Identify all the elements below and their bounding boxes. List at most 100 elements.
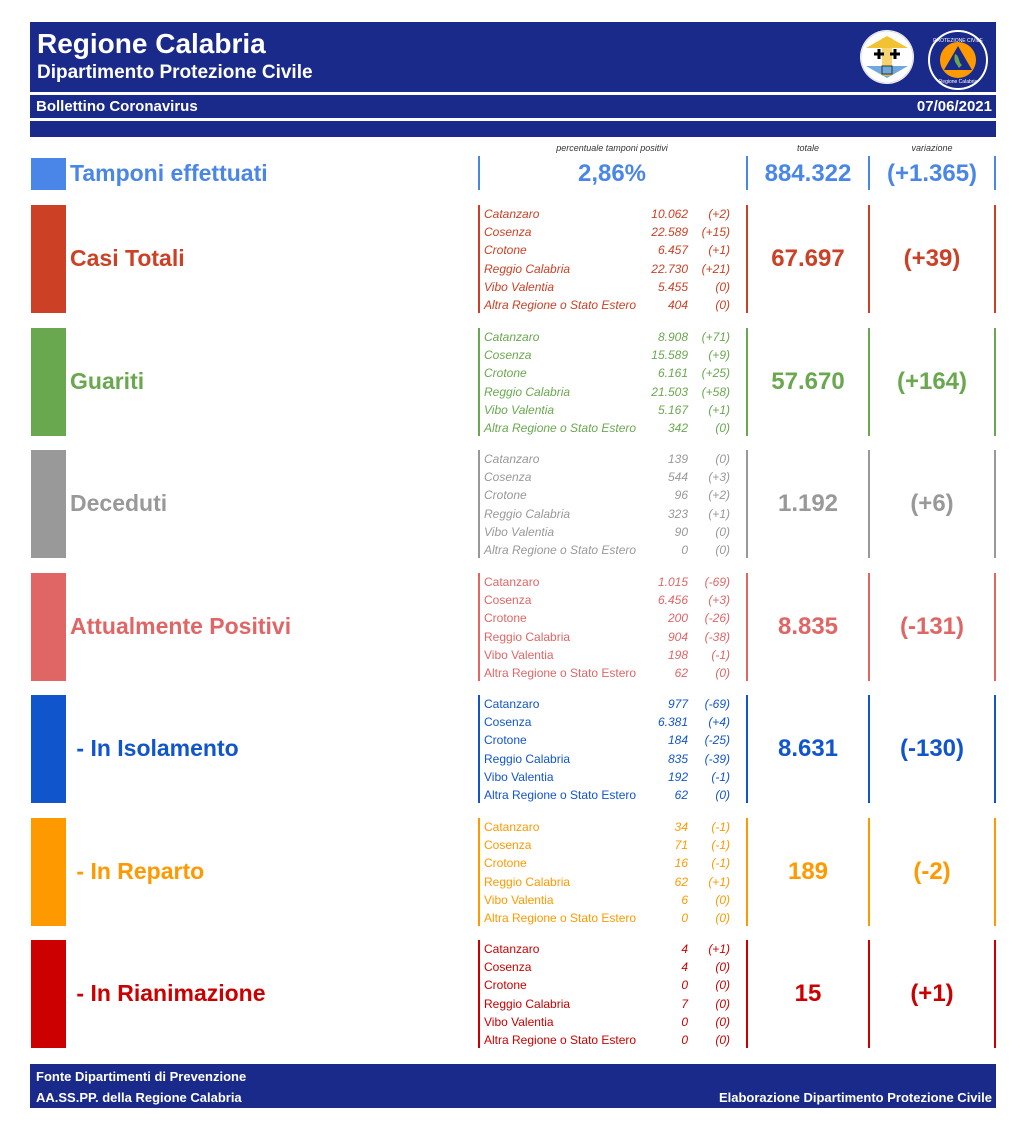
province-row: Crotone 96 (+2) (484, 486, 744, 504)
casi-totali-swatch (31, 205, 66, 313)
province-value: 71 (674, 838, 688, 853)
header-stripe (30, 121, 996, 137)
protezione-civile-logo-icon: PROTEZIONE CIVILE Regione Calabria (928, 30, 988, 90)
province-value: 0 (681, 1014, 688, 1029)
province-name: Catanzaro (484, 697, 540, 711)
footer-source-line2: AA.SS.PP. della Regione Calabria (36, 1090, 242, 1105)
calabria-coat-of-arms-icon (860, 30, 914, 84)
province-delta: (0) (715, 420, 730, 435)
province-name: Vibo Valentia (484, 279, 555, 294)
province-row: Cosenza 6.381 (+4) (484, 713, 744, 731)
province-value: 0 (681, 978, 688, 993)
province-delta: (0) (715, 996, 730, 1011)
province-row: Altra Regione o Stato Estero 62 (0) (484, 786, 744, 804)
province-name: Reggio Calabria (484, 506, 571, 521)
province-name: Altra Regione o Stato Estero (484, 665, 637, 680)
province-row: Crotone 0 (0) (484, 976, 744, 994)
province-delta: (+1) (708, 874, 730, 889)
in-isolamento-province-table: Catanzaro 977 (-69) Cosenza 6.381 (+4) Crotone… (484, 695, 744, 804)
in-isolamento-divider (746, 695, 748, 803)
casi-totali-divider (746, 205, 748, 313)
province-delta: (0) (715, 665, 730, 680)
page-title: Regione Calabria (37, 28, 266, 59)
footer-credit: Elaborazione Dipartimento Protezione Civ… (718, 1090, 992, 1105)
province-row: Crotone 184 (-25) (484, 731, 744, 749)
province-delta: (+1) (708, 506, 730, 521)
province-row: Cosenza 544 (+3) (484, 468, 744, 486)
total-column-header: totale (796, 143, 820, 153)
province-row: Reggio Calabria 904 (-38) (484, 628, 744, 646)
province-value: 16 (674, 856, 688, 871)
province-row: Catanzaro 977 (-69) (484, 695, 744, 713)
province-name: Reggio Calabria (484, 996, 571, 1011)
casi-totali-divider (478, 205, 480, 313)
province-value: 977 (667, 697, 688, 711)
province-name: Altra Regione o Stato Estero (484, 910, 637, 925)
tamponi-divider (868, 156, 870, 190)
guariti-label: Guariti (70, 368, 145, 394)
province-row: Altra Regione o Stato Estero 0 (0) (484, 1031, 744, 1049)
province-delta: (+1) (708, 942, 730, 956)
province-name: Cosenza (484, 960, 532, 975)
province-row: Altra Regione o Stato Estero 342 (0) (484, 419, 744, 437)
province-delta: (+9) (708, 348, 730, 363)
province-name: Vibo Valentia (484, 647, 554, 662)
province-delta: (0) (715, 787, 730, 802)
province-delta: (-26) (704, 611, 730, 626)
province-row: Catanzaro 1.015 (-69) (484, 573, 744, 591)
province-delta: (-25) (704, 733, 730, 748)
province-value: 7 (681, 996, 688, 1011)
province-name: Altra Regione o Stato Estero (484, 787, 637, 802)
tamponi-divider (746, 156, 748, 190)
tamponi-divider (478, 156, 480, 190)
province-row: Catanzaro 34 (-1) (484, 818, 744, 836)
province-row: Vibo Valentia 0 (0) (484, 1013, 744, 1031)
tamponi-divider (994, 156, 996, 190)
province-row: Reggio Calabria 22.730 (+21) (484, 260, 744, 278)
province-name: Altra Regione o Stato Estero (484, 297, 637, 312)
province-value: 90 (674, 524, 688, 539)
casi-totali-province-table: Catanzaro 10.062 (+2) Cosenza 22.589 (+15) Cro… (484, 205, 744, 314)
province-value: 34 (674, 820, 688, 834)
province-name: Crotone (484, 243, 527, 258)
in-isolamento-change: (-130) (899, 735, 965, 762)
province-value: 62 (674, 665, 688, 680)
guariti-divider (746, 328, 748, 436)
province-value: 6.161 (657, 366, 688, 381)
province-row: Cosenza 71 (-1) (484, 836, 744, 854)
province-name: Cosenza (484, 838, 532, 853)
attualmente-positivi-divider (478, 573, 480, 681)
province-delta: (0) (715, 279, 730, 294)
tamponi-total: 884.322 (764, 160, 852, 187)
deceduti-change: (+6) (910, 490, 954, 517)
province-name: Cosenza (484, 225, 532, 240)
in-reparto-divider (478, 818, 480, 926)
guariti-total: 57.670 (771, 368, 845, 395)
province-row: Altra Regione o Stato Estero 0 (0) (484, 909, 744, 927)
province-name: Vibo Valentia (484, 524, 555, 539)
province-delta: (-1) (711, 838, 730, 853)
province-delta: (0) (715, 960, 730, 975)
province-row: Altra Regione o Stato Estero 0 (0) (484, 541, 744, 559)
province-name: Vibo Valentia (484, 769, 554, 784)
province-delta: (+1) (708, 402, 730, 417)
province-delta: (-1) (711, 820, 730, 834)
tamponi-pct: 2,86% (577, 160, 647, 187)
province-delta: (-1) (711, 647, 730, 662)
province-value: 62 (674, 787, 688, 802)
province-value: 96 (674, 488, 688, 503)
province-row: Altra Regione o Stato Estero 404 (0) (484, 296, 744, 314)
province-row: Altra Regione o Stato Estero 62 (0) (484, 664, 744, 682)
province-value: 22.589 (651, 225, 688, 240)
province-row: Catanzaro 4 (+1) (484, 940, 744, 958)
guariti-change: (+164) (896, 368, 968, 395)
logo2-text-top: PROTEZIONE CIVILE (933, 38, 983, 44)
page-subtitle: Dipartimento Protezione Civile (37, 62, 313, 83)
province-row: Catanzaro 10.062 (+2) (484, 205, 744, 223)
in-reparto-total: 189 (787, 858, 829, 885)
province-name: Reggio Calabria (484, 261, 571, 276)
province-name: Cosenza (484, 470, 532, 485)
casi-totali-divider (994, 205, 996, 313)
province-delta: (+3) (708, 593, 730, 608)
tamponi-label: Tamponi effettuati (70, 160, 268, 186)
